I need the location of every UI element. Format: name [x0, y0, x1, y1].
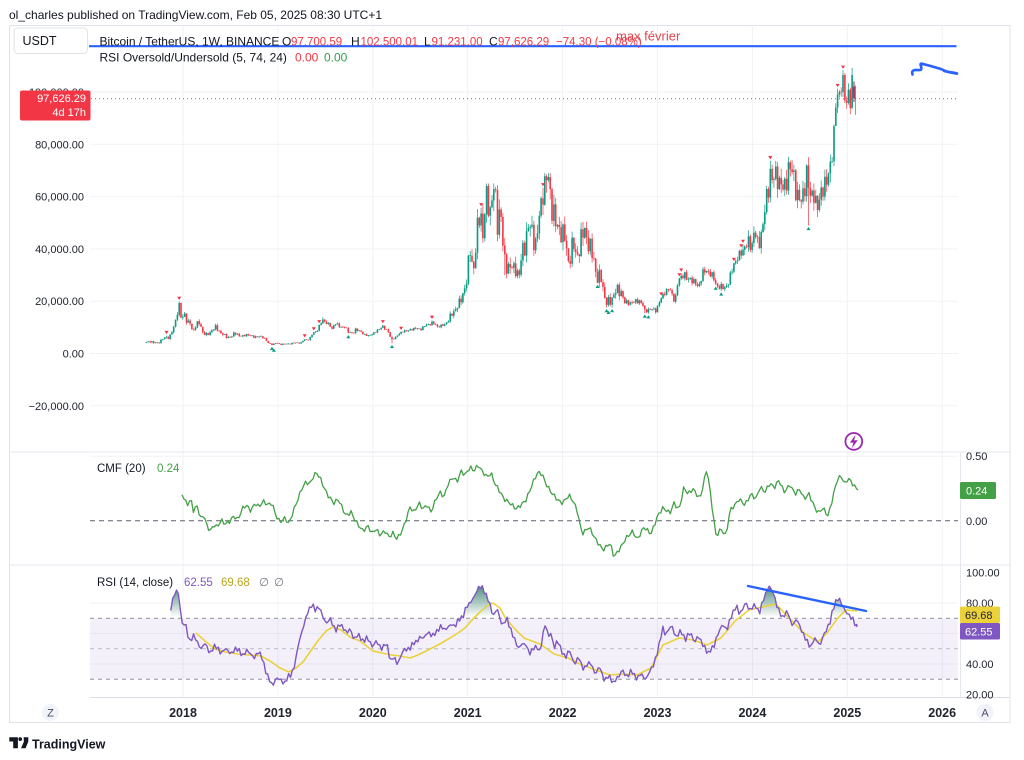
- svg-text:40,000.00: 40,000.00: [35, 244, 84, 256]
- svg-text:A: A: [981, 708, 989, 720]
- svg-text:RSI Oversold/Undersold (5, 74,: RSI Oversold/Undersold (5, 74, 24) 0.00 0.…: [100, 51, 348, 65]
- svg-text:2025: 2025: [833, 706, 861, 720]
- svg-text:2023: 2023: [644, 706, 672, 720]
- svg-text:max février: max février: [616, 29, 681, 44]
- svg-text:2026: 2026: [928, 706, 956, 720]
- svg-text:0.00: 0.00: [63, 349, 84, 361]
- svg-text:2021: 2021: [454, 706, 482, 720]
- svg-text:CMF (20)0.24: CMF (20) 0.24: [97, 463, 180, 475]
- svg-text:20.00: 20.00: [966, 690, 994, 702]
- svg-text:40.00: 40.00: [966, 659, 994, 671]
- svg-text:ol_charles published on Tradin: ol_charles published on TradingView.com,…: [9, 8, 382, 22]
- svg-text:0.24: 0.24: [966, 486, 987, 498]
- svg-text:80,000.00: 80,000.00: [35, 139, 84, 151]
- svg-text:20,000.00: 20,000.00: [35, 296, 84, 308]
- svg-text:60,000.00: 60,000.00: [35, 192, 84, 204]
- svg-text:97,626.29: 97,626.29: [37, 93, 86, 105]
- svg-text:69.68: 69.68: [965, 610, 993, 622]
- svg-text:0.00: 0.00: [966, 516, 987, 528]
- svg-text:USDT: USDT: [23, 34, 57, 48]
- svg-text:2020: 2020: [359, 706, 387, 720]
- svg-text:−20,000.00: −20,000.00: [29, 401, 84, 413]
- svg-text:4d 17h: 4d 17h: [52, 107, 86, 119]
- svg-text:2018: 2018: [169, 706, 197, 720]
- svg-text:2019: 2019: [264, 706, 292, 720]
- svg-text:TradingView: TradingView: [32, 737, 106, 751]
- svg-text:2024: 2024: [738, 706, 766, 720]
- svg-text:100.00: 100.00: [966, 568, 1000, 580]
- svg-text:Z: Z: [47, 708, 54, 720]
- svg-text:62.55: 62.55: [965, 627, 993, 639]
- svg-text:0.50: 0.50: [966, 451, 987, 463]
- svg-text:2022: 2022: [549, 706, 577, 720]
- svg-text:Bitcoin / TetherUS, 1W, BINANC: Bitcoin / TetherUS, 1W, BINANCE O97,700.5…: [100, 35, 642, 49]
